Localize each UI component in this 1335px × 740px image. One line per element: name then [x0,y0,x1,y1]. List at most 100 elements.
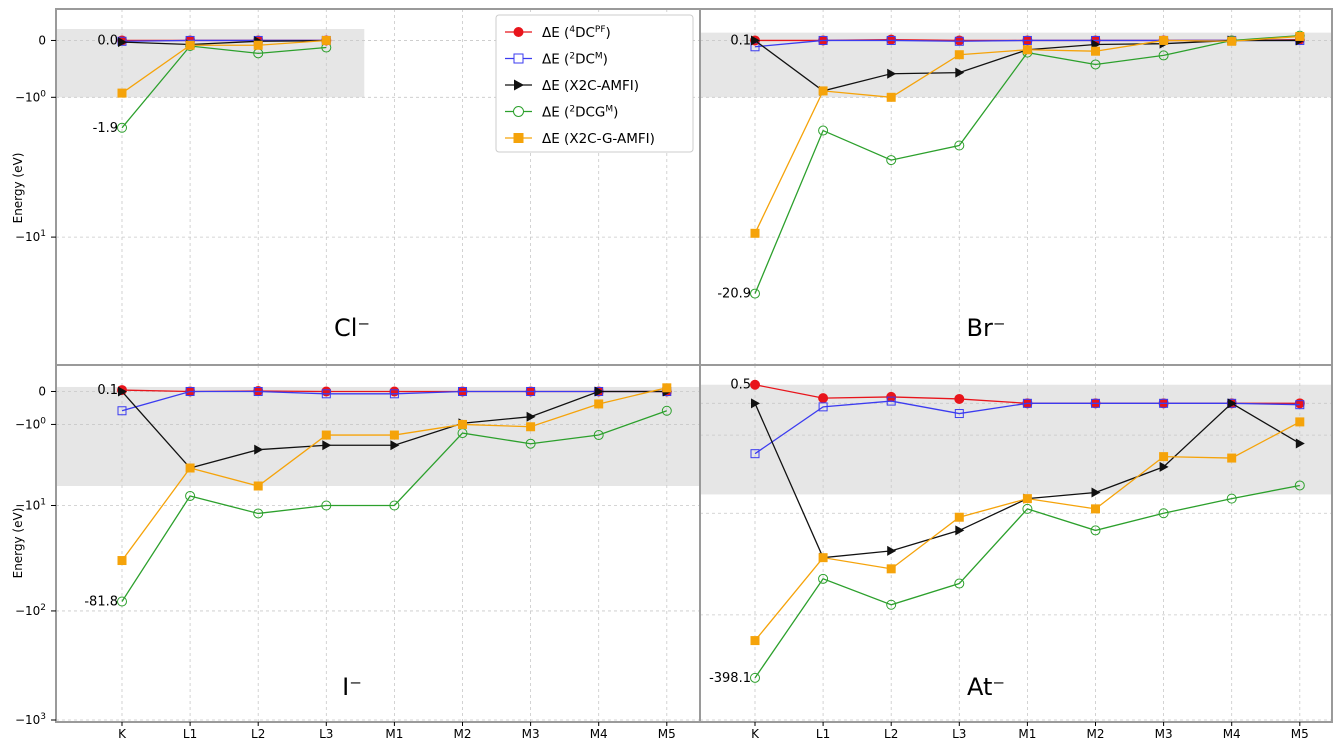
data-point [954,393,965,404]
data-point [954,140,965,151]
x-tick-label: M3 [522,727,540,740]
data-point [118,37,127,48]
data-point [886,396,896,406]
x-tick-label: M5 [1291,727,1309,740]
data-point [1295,400,1305,410]
data-point [751,35,760,46]
shaded-region [701,384,1332,495]
data-point [750,449,760,459]
data-point [253,40,263,50]
data-point [1227,36,1237,46]
panel-label: Br⁻ [967,314,1006,342]
data-point [254,444,264,455]
data-point [818,573,829,584]
legend-marker [513,53,524,64]
data-point [321,500,332,511]
x-tick-label: M4 [590,727,608,740]
panel-frame [699,364,1333,723]
data-point [1159,398,1169,408]
y-tick-label: −102 [15,603,46,618]
y-tick-label: 0 [38,33,46,47]
legend-marker [514,79,524,91]
shaded-region [57,386,700,487]
data-point [117,596,127,607]
value-annotation: -20.9 [717,287,751,302]
y-tick-label: −103 [15,712,46,727]
x-tick-label: L2 [251,727,265,740]
data-point [954,512,964,522]
data-point [117,556,127,566]
data-point [954,409,964,419]
data-point [321,389,331,399]
legend-label: ΔE (2DCM) [542,52,608,68]
data-point [321,386,332,397]
data-point [525,438,536,449]
data-point [321,430,331,440]
legend-box [495,14,694,153]
x-tick-label: M1 [385,727,403,740]
data-point [321,35,331,45]
data-point [117,122,127,133]
panel-label: I⁻ [342,673,362,701]
data-point [458,386,467,396]
data-point [389,430,399,440]
series-line-1 [754,400,1300,455]
value-annotation: -1.9 [93,121,118,136]
panel-2: 0 −100 −101 −102 −103 0.1 -81.8 I⁻ [15,364,701,727]
series-line-1 [121,390,667,412]
x-tick-label: L1 [816,727,830,740]
x-tick-label: M2 [454,727,472,740]
data-point [390,440,400,451]
value-annotation: 0.5 [730,378,751,393]
y-tick-label: −101 [15,229,46,244]
data-point [886,564,896,574]
data-point [887,68,897,79]
data-point [1158,508,1169,519]
data-point [750,672,760,683]
y-tick-label: −100 [15,89,46,104]
data-point [750,379,760,390]
data-point [253,386,263,396]
data-point [594,386,604,397]
panel-label: Cl⁻ [334,314,370,342]
data-point [1294,480,1305,491]
value-annotation: 0.0 [97,33,118,48]
legend-label: ΔE (4DCPF) [542,25,611,41]
data-point [1295,438,1305,449]
data-point [118,386,127,397]
y-tick-label: −100 [15,416,46,431]
data-point [1227,453,1237,463]
value-annotation: 0.1 [730,33,751,48]
shaded-region [701,32,1332,98]
panel-0: 0 −100 −101 0.0 -1.9 Cl⁻ [15,8,701,366]
series-line-3 [754,484,1300,679]
data-point [594,399,604,409]
data-point [886,92,896,102]
data-point [886,599,897,610]
data-point [185,490,196,501]
data-point [818,125,829,136]
series-line-2 [121,40,327,46]
data-point [593,430,604,441]
data-point [954,50,964,60]
data-point [662,383,672,393]
panels-layer: 0 −100 −101 0.0 -1.9 Cl⁻ 0.1 -20.9 Br⁻ 0 −100 −101 −… [15,8,1333,727]
data-point [322,440,332,451]
data-point [886,155,897,166]
data-point [887,545,897,556]
data-point [818,86,828,96]
data-point [526,386,536,396]
value-annotation: 0.1 [97,383,118,398]
y-tick-label: −101 [15,498,46,513]
data-point [389,389,399,399]
data-point [526,411,536,422]
data-point [1022,503,1033,514]
data-point [1294,398,1305,409]
data-point [750,288,760,299]
legend-label: ΔE (X2C-AMFI) [542,78,639,94]
data-point [661,405,672,416]
data-point [185,40,195,50]
axes-text: Energy (eV) Energy (eV) [11,153,25,579]
legend-marker [513,133,524,143]
